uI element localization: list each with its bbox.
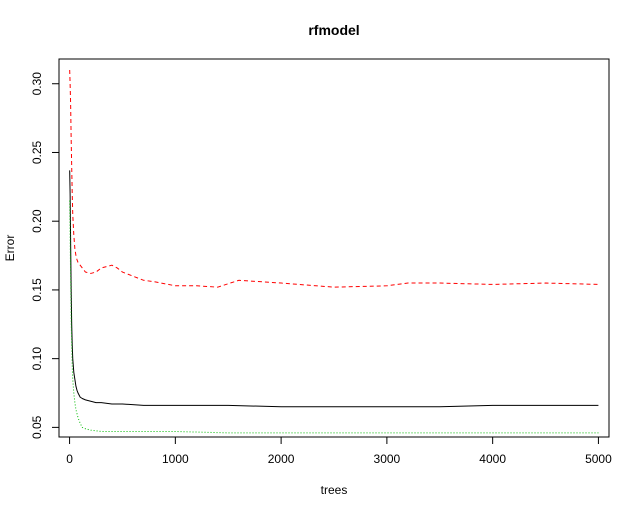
y-tick-label: 0.05 [30,415,44,439]
x-axis: 0 1000 2000 3000 4000 5000 [66,436,612,466]
class-2-error-line [69,200,599,434]
y-axis: 0.05 0.10 0.15 0.20 0.25 0.30 [30,72,60,439]
chart-title: rfmodel [308,22,359,38]
x-tick-label: 0 [66,452,73,466]
x-tick-label: 4000 [479,452,506,466]
y-tick-label: 0.25 [30,140,44,164]
x-axis-label: trees [321,483,348,497]
x-tick-label: 3000 [374,452,401,466]
x-tick-label: 2000 [268,452,295,466]
y-tick-label: 0.20 [30,209,44,233]
class-1-error-line [69,69,599,288]
y-tick-label: 0.10 [30,347,44,371]
x-tick-label: 1000 [162,452,189,466]
y-axis-label: Error [3,235,17,262]
oob-error-line [69,170,599,408]
y-tick-label: 0.30 [30,72,44,96]
series-layer [69,69,599,434]
x-tick-label: 5000 [585,452,612,466]
y-tick-label: 0.15 [30,278,44,302]
